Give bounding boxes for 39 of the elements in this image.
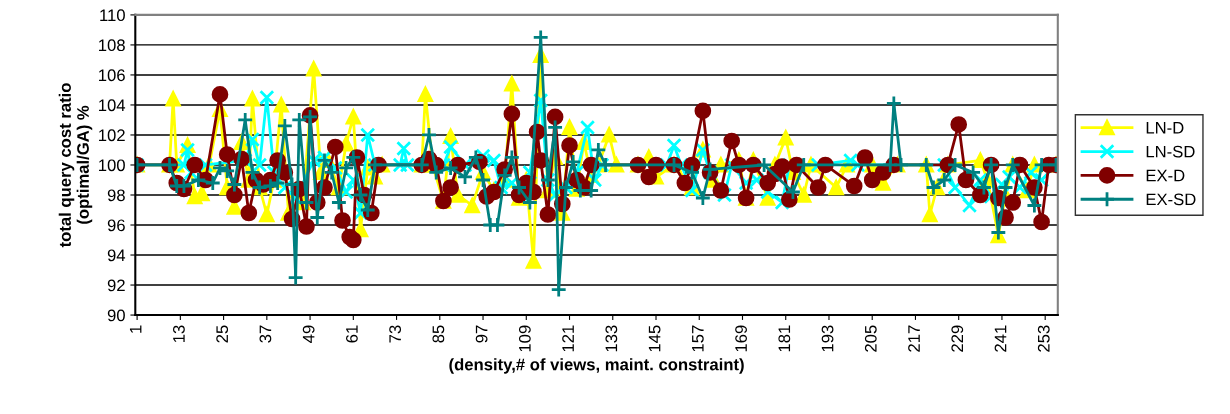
- x-tick-label: 49: [302, 325, 315, 343]
- y-tick-label: 106: [99, 69, 125, 82]
- x-tick-label: 229: [951, 325, 964, 352]
- x-tick-label: 133: [605, 325, 618, 352]
- x-tick-label: 217: [908, 325, 920, 352]
- y-tick-label: 100: [99, 159, 125, 172]
- y-tick-label: 110: [100, 9, 125, 22]
- x-tick-label: 109: [518, 325, 531, 352]
- x-tick-label: 73: [389, 325, 402, 343]
- y-tick-label: 90: [107, 309, 125, 322]
- x-tick-label: 37: [259, 325, 272, 343]
- y-tick-label: 96: [107, 219, 125, 232]
- x-tick-label: 157: [692, 325, 704, 352]
- x-tick-label: 85: [432, 325, 445, 343]
- x-tick-label: 205: [864, 325, 877, 352]
- x-tick-label: 193: [821, 325, 834, 352]
- y-tick-label: 92: [107, 279, 125, 292]
- x-tick-label: 121: [562, 325, 574, 352]
- x-tick-label: 145: [648, 325, 661, 352]
- x-tick-label: 13: [173, 325, 185, 343]
- x-tick-label: 1: [129, 325, 142, 333]
- x-axis-title: (density,# of views, maint. constraint): [449, 358, 744, 374]
- legend-label: LN-D: [1146, 122, 1184, 134]
- x-tick-label: 169: [735, 325, 747, 352]
- y-tick-label: 94: [107, 249, 126, 262]
- legend-label: EX-D: [1146, 169, 1185, 182]
- y-axis-title: total query cost ratio (optimal/GA) %: [58, 83, 93, 248]
- legend-label: LN-SD: [1146, 145, 1195, 158]
- y-tick-label: 102: [99, 129, 125, 142]
- legend-label: EX-SD: [1146, 193, 1196, 206]
- x-tick-label: 61: [345, 325, 358, 343]
- x-tick-label: 253: [1037, 325, 1050, 352]
- x-tick-label: 97: [475, 325, 488, 343]
- x-tick-label: 25: [216, 325, 229, 343]
- x-tick-label: 241: [994, 325, 1007, 352]
- y-tick-label: 104: [99, 99, 126, 112]
- x-tick-label: 181: [778, 325, 791, 352]
- y-tick-label: 108: [99, 39, 125, 52]
- y-tick-label: 98: [107, 189, 125, 202]
